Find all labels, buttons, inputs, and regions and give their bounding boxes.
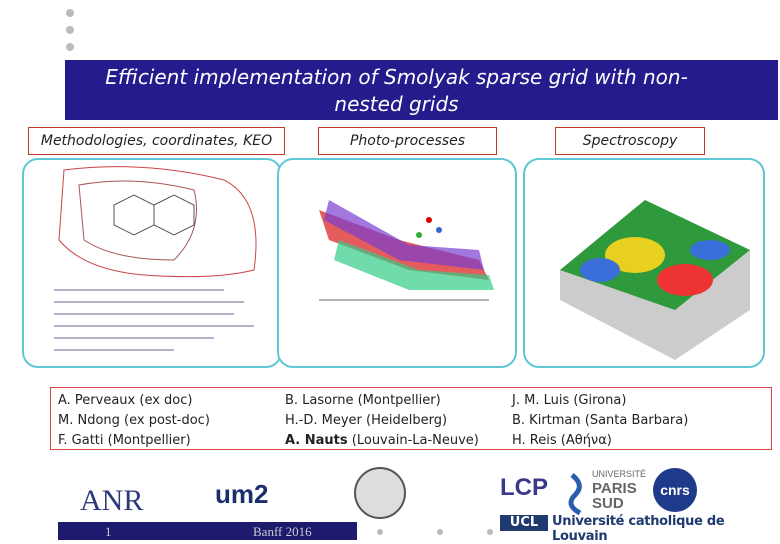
people-list: A. Perveaux (ex doc) M. Ndong (ex post-d… — [58, 391, 210, 451]
logo-cnrs-circle — [653, 468, 697, 512]
logo-cnrs: cnrs — [660, 482, 690, 498]
person: B. Kirtman (Santa Barbara) — [512, 413, 689, 428]
person: A. Perveaux (ex doc) — [58, 393, 193, 408]
image-panel — [523, 158, 765, 368]
molecule-figure — [54, 166, 257, 351]
logo-ucl: UCL — [500, 515, 548, 531]
section-header: Methodologies, coordinates, KEO — [28, 127, 285, 155]
potential-figure — [560, 200, 750, 360]
person-rest: (Louvain-La-Neuve) — [347, 433, 479, 448]
logo-lcp: LCP — [500, 474, 548, 501]
person: M. Ndong (ex post-doc) — [58, 413, 210, 428]
page-number: 1 — [105, 524, 112, 539]
surface-figure — [319, 200, 494, 301]
logo-um2: um2 — [215, 479, 268, 509]
person: J. M. Luis (Girona) — [512, 393, 627, 408]
image-panel — [277, 158, 517, 368]
image-panel — [22, 158, 282, 368]
people-list: B. Lasorne (Montpellier) H.-D. Meyer (He… — [285, 391, 479, 451]
slide-title: Efficient implementation of Smolyak spar… — [65, 60, 778, 120]
person: H. Reis (Αθήνα) — [512, 433, 612, 448]
logo-seal — [354, 467, 406, 519]
person: A. Nauts (Louvain-La-Neuve) — [285, 431, 479, 451]
people-list: J. M. Luis (Girona) B. Kirtman (Santa Ba… — [512, 391, 688, 451]
section-header: Spectroscopy — [555, 127, 705, 155]
logo-paris-sud: PARIS — [592, 480, 637, 497]
logo-paris-sud: SUD — [592, 495, 624, 512]
logo-anr: ANR — [80, 484, 143, 517]
person: F. Gatti (Montpellier) — [58, 433, 191, 448]
names-box — [50, 387, 772, 450]
person: B. Lasorne (Montpellier) — [285, 393, 441, 408]
person-bold: A. Nauts — [285, 433, 348, 448]
section-header: Photo-processes — [318, 127, 497, 155]
footer-bar: 1 Banff 2016 — [58, 522, 357, 540]
logo-paris-sud: UNIVERSITÉ — [592, 469, 646, 479]
footer-event: Banff 2016 — [253, 524, 312, 539]
person: H.-D. Meyer (Heidelberg) — [285, 413, 448, 428]
